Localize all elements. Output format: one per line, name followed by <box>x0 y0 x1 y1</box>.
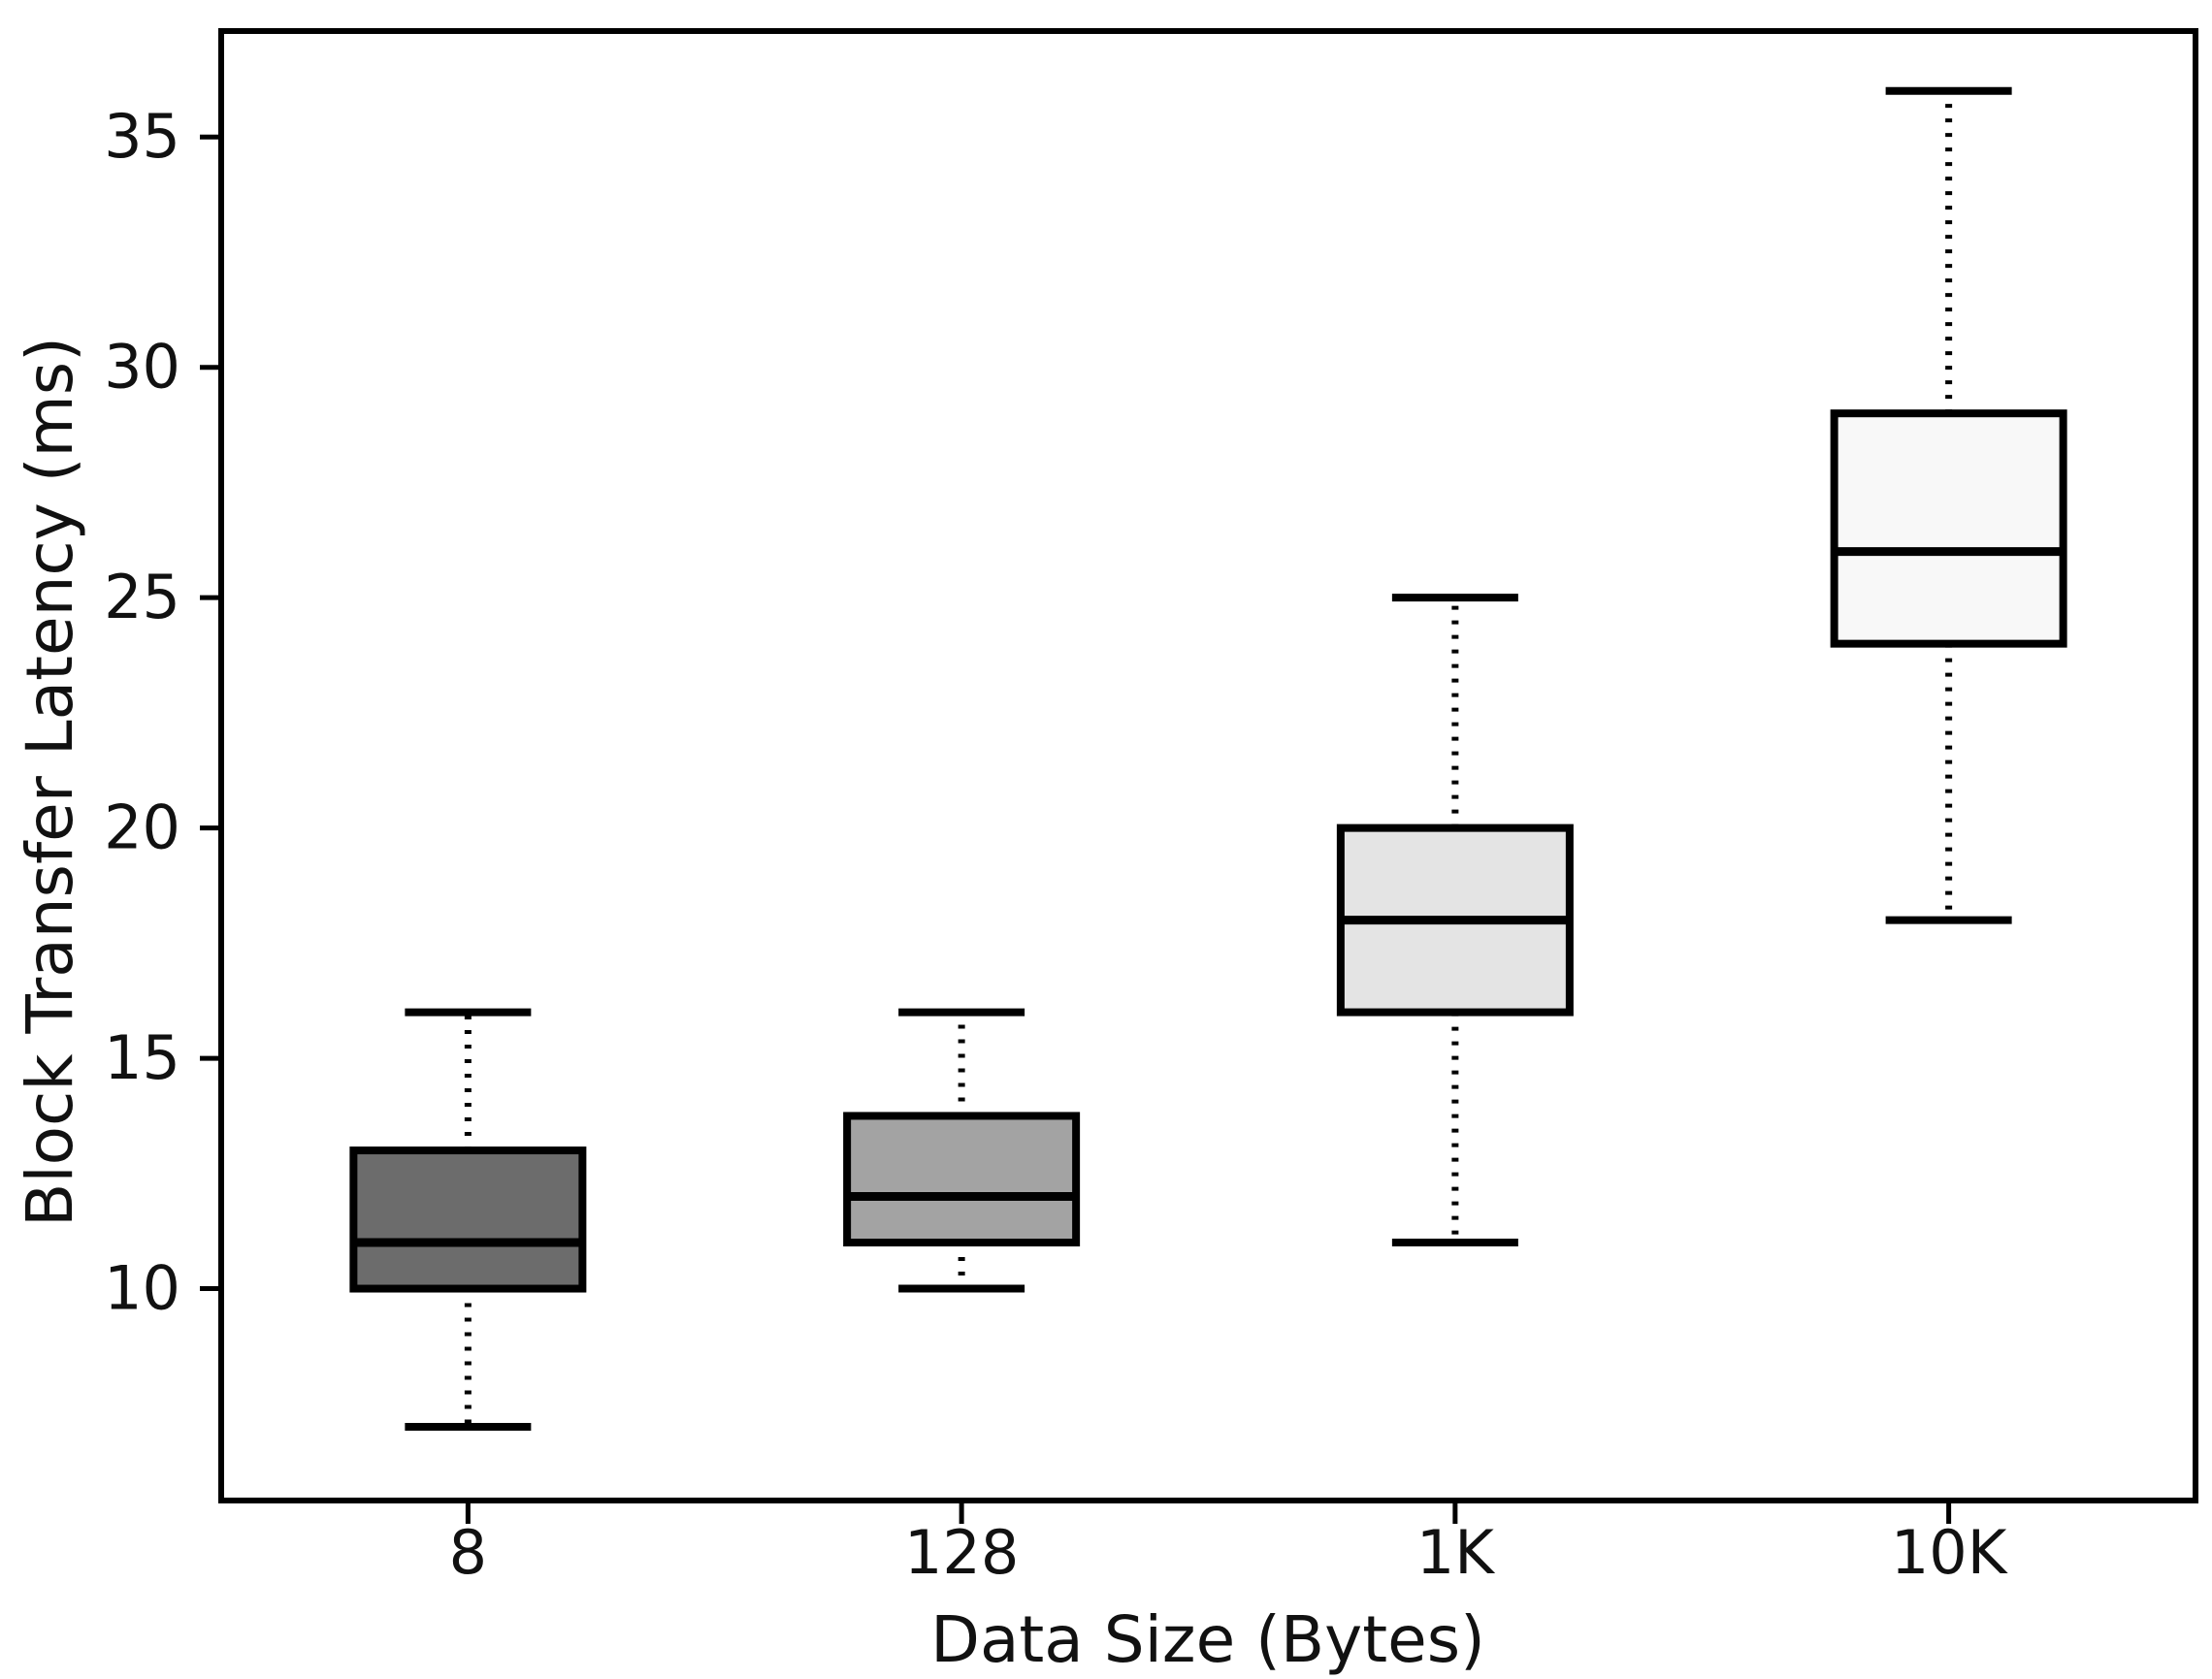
y-tick-label: 25 <box>104 562 180 632</box>
x-tick-label: 8 <box>449 1517 487 1588</box>
y-tick-label: 35 <box>104 101 180 172</box>
box-group-128 <box>843 1008 1081 1293</box>
x-tick-label: 1K <box>1416 1517 1495 1588</box>
iqr-box <box>1830 409 2067 648</box>
y-axis-label: Block Transfer Latency (ms) <box>13 337 87 1227</box>
y-tick-label: 10 <box>104 1253 180 1324</box>
x-axis-label: Data Size (Bytes) <box>930 1602 1485 1677</box>
x-tick-label: 10K <box>1891 1517 2008 1588</box>
x-tick-label: 128 <box>904 1517 1019 1588</box>
box-group-1K <box>1336 594 1574 1247</box>
box-group-8 <box>349 1008 587 1432</box>
box-group-10K <box>1830 86 2067 924</box>
plot-frame <box>218 28 2198 1503</box>
iqr-box <box>349 1146 587 1293</box>
y-tick-label: 30 <box>104 332 180 403</box>
iqr-box <box>843 1112 1081 1247</box>
y-tick-label: 15 <box>104 1022 180 1093</box>
y-tick-label: 20 <box>104 792 180 863</box>
